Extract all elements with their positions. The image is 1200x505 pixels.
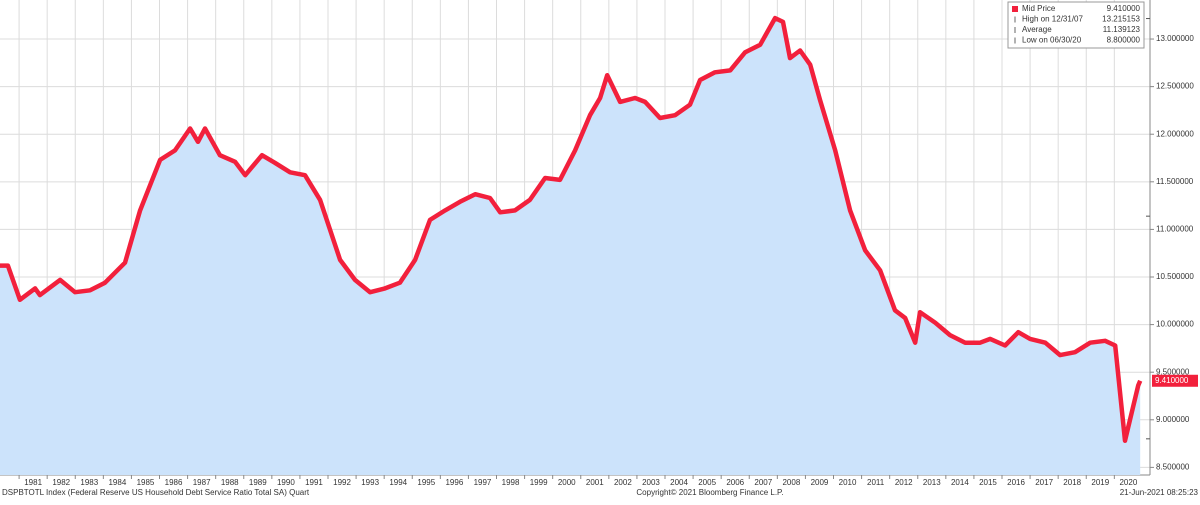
footer-source: DSPBTOTL Index (Federal Reserve US House…: [2, 488, 310, 497]
x-tick-label: 2002: [614, 478, 632, 487]
x-tick-label: 1987: [193, 478, 211, 487]
y-tick-label: 9.000000: [1156, 415, 1190, 424]
x-tick-label: 2012: [895, 478, 913, 487]
legend: Mid Price 9.410000 High on 12/31/07 13.2151…: [1007, 1, 1145, 49]
y-tick-label: 10.000000: [1156, 320, 1194, 329]
y-tick-label: 9.500000: [1156, 367, 1190, 376]
x-tick-label: 2014: [951, 478, 969, 487]
x-tick-label: 2010: [839, 478, 857, 487]
x-tick-label: 2016: [1007, 478, 1025, 487]
x-tick-label: 2008: [782, 478, 800, 487]
y-tick-label: 11.000000: [1156, 225, 1194, 234]
footer-copyright: Copyright© 2021 Bloomberg Finance L.P.: [636, 488, 783, 497]
legend-name: Average: [1022, 25, 1052, 34]
x-tick-label: 1990: [277, 478, 295, 487]
x-tick-label: 2004: [670, 478, 688, 487]
legend-box: [1007, 1, 1145, 49]
x-tick-label: 2000: [558, 478, 576, 487]
x-tick-label: 1989: [249, 478, 267, 487]
legend-name: High on 12/31/07: [1022, 15, 1083, 24]
x-tick-label: 1992: [333, 478, 351, 487]
y-tick-label: 12.000000: [1156, 129, 1194, 138]
line-series: [0, 15, 1143, 443]
x-tick-label: 1986: [165, 478, 183, 487]
y-tick-label: 10.500000: [1156, 272, 1194, 281]
x-tick-label: 2018: [1063, 478, 1081, 487]
legend-swatch: [1012, 6, 1018, 12]
footer-timestamp: 21-Jun-2021 08:25:23: [1120, 488, 1199, 497]
x-tick-label: 1993: [361, 478, 379, 487]
x-tick-label: 2003: [642, 478, 660, 487]
x-tick-label: 2006: [726, 478, 744, 487]
legend-value: 8.800000: [1107, 36, 1141, 45]
x-tick-label: 2019: [1091, 478, 1109, 487]
x-tick-label: 1999: [530, 478, 548, 487]
legend-name: Low on 06/30/20: [1022, 36, 1082, 45]
x-tick-label: 2017: [1035, 478, 1053, 487]
last-price-tag: [1152, 374, 1198, 387]
legend-value: 11.139123: [1103, 25, 1141, 34]
x-tick-label: 1996: [445, 478, 463, 487]
x-tick-label: 2007: [754, 478, 772, 487]
y-tick-label: 8.500000: [1156, 462, 1190, 471]
x-tick-label: 1988: [221, 478, 239, 487]
x-tick-label: 1984: [108, 478, 126, 487]
y-tick-label: 12.500000: [1156, 82, 1194, 91]
x-tick-label: 1997: [474, 478, 492, 487]
x-tick-label: 2020: [1119, 478, 1137, 487]
x-tick-label: 1982: [52, 478, 70, 487]
area-fill: [0, 18, 1141, 475]
x-tick-label: 2011: [867, 478, 885, 487]
x-tick-label: 1994: [389, 478, 407, 487]
legend-value: 9.410000: [1107, 4, 1141, 13]
legend-value: 13.215153: [1102, 15, 1140, 24]
x-tick-label: 1981: [24, 478, 42, 487]
x-tick-label: 2009: [811, 478, 829, 487]
x-tick-label: 1985: [137, 478, 155, 487]
x-tick-label: 1995: [417, 478, 435, 487]
x-tick-label: 2001: [586, 478, 604, 487]
x-tick-label: 2005: [698, 478, 716, 487]
y-tick-label: 13.000000: [1156, 34, 1194, 43]
last-price-label: 9.410000: [1155, 376, 1189, 385]
x-tick-label: 1983: [80, 478, 98, 487]
x-tick-label: 1998: [502, 478, 520, 487]
x-tick-label: 2013: [923, 478, 941, 487]
legend-name: Mid Price: [1022, 4, 1056, 13]
x-tick-label: 2015: [979, 478, 997, 487]
y-tick-label: 11.500000: [1156, 177, 1194, 186]
x-tick-label: 1991: [305, 478, 323, 487]
